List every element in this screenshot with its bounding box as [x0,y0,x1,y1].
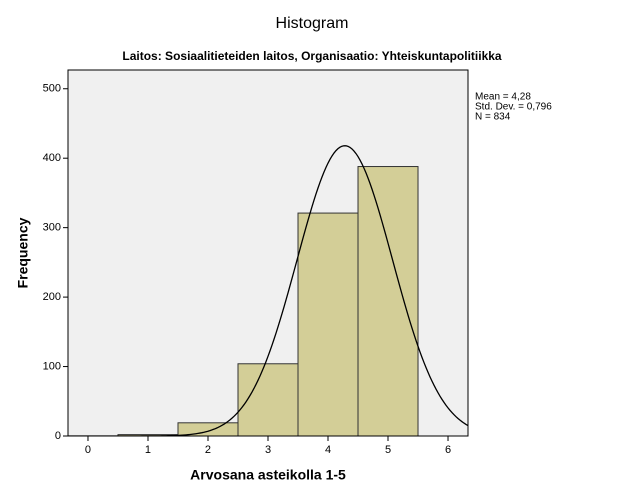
chart-title: Histogram [276,15,349,32]
x-tick-label: 5 [385,444,391,456]
stats-label: N = 834 [475,112,511,123]
x-tick-label: 6 [445,444,451,456]
x-axis-label: Arvosana asteikolla 1-5 [190,467,346,483]
y-tick-label: 300 [43,222,61,234]
x-tick-label: 1 [145,444,151,456]
y-tick-label: 0 [55,430,61,442]
bar [297,212,359,437]
bar [357,166,419,437]
stats-label: Mean = 4,28 [475,92,531,103]
y-tick-label: 100 [43,360,61,372]
x-tick-label: 3 [265,444,271,456]
x-tick-label: 0 [85,444,91,456]
y-tick-label: 400 [43,152,61,164]
y-axis-label: Frequency [15,217,31,288]
chart-subtitle: Laitos: Sosiaalitieteiden laitos, Organi… [122,49,502,63]
y-tick-label: 500 [43,83,61,95]
plot-frame [67,69,469,437]
bar [177,422,239,437]
x-tick-label: 2 [205,444,211,456]
x-tick-label: 4 [325,444,331,456]
y-tick-label: 200 [43,291,61,303]
stats-label: Std. Dev. = 0,796 [475,102,552,113]
